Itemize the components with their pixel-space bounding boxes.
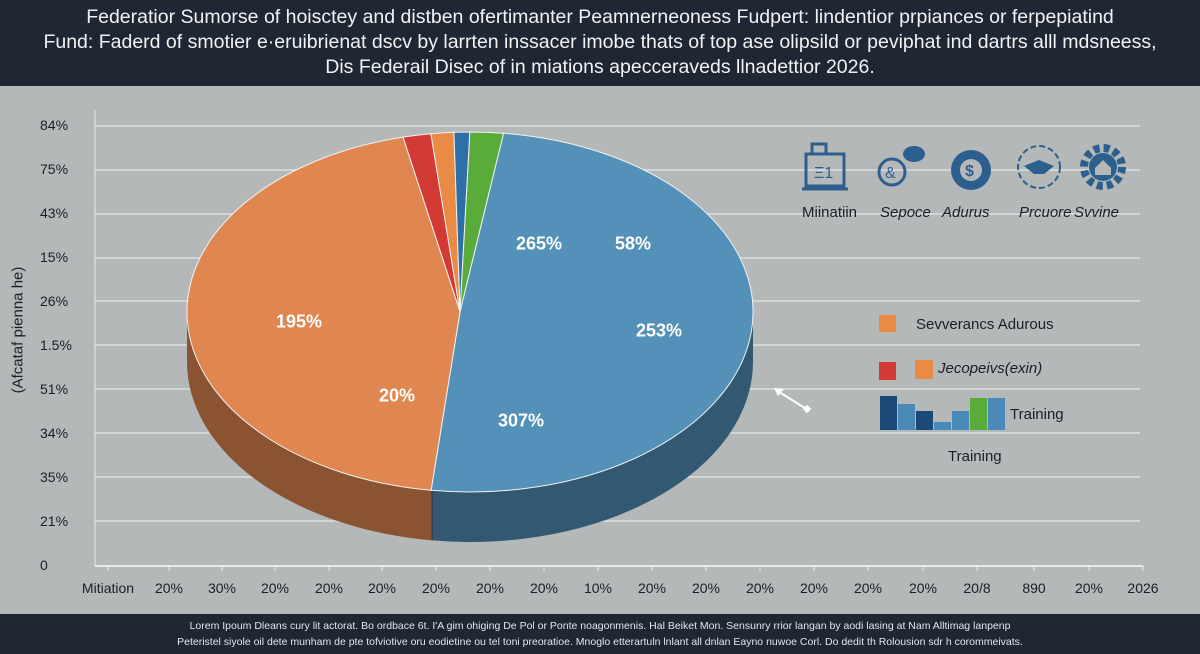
- title-line: Dis Federail Disec of in miations apecce…: [325, 56, 875, 78]
- x-tick-label: 20%: [529, 580, 559, 596]
- x-tick-label: 20/8: [963, 580, 991, 596]
- x-tick-label: 20%: [799, 580, 829, 596]
- y-tick-label: 34%: [40, 425, 69, 441]
- data-label: 253%: [635, 320, 683, 341]
- x-tick-label: 20%: [314, 580, 344, 596]
- legend-swatch: [879, 362, 896, 380]
- y-axis-label: (Afcataf pienna he): [9, 266, 27, 394]
- legend-bar: [880, 396, 897, 430]
- x-tick-label: 20%: [745, 580, 775, 596]
- x-tick-label: 30%: [207, 580, 237, 596]
- legend-bar: [934, 422, 951, 430]
- y-tick-label: 35%: [40, 469, 69, 485]
- clipboard-icon: Ξ1: [802, 142, 848, 196]
- pointer-arrow: [775, 389, 809, 411]
- x-tick-label: 890: [1022, 580, 1046, 596]
- y-tick-label: 43%: [40, 205, 69, 221]
- icon-label: Adurus: [942, 204, 990, 221]
- y-tick-label: 51%: [40, 381, 69, 397]
- y-tick-label: 21%: [40, 513, 69, 529]
- legend-label: Training: [1010, 406, 1064, 423]
- legend-bar: [988, 398, 1005, 430]
- legend-bar: [898, 404, 915, 430]
- legend-footer-label: Training: [948, 448, 1002, 465]
- x-tick-label: 20%: [154, 580, 184, 596]
- x-tick-label: Mitiation: [81, 580, 135, 596]
- data-label: 265%: [515, 233, 563, 254]
- svg-text:$: $: [965, 163, 974, 180]
- data-label: 20%: [378, 385, 416, 406]
- x-tick-label: 20%: [475, 580, 505, 596]
- x-tick-label: 20%: [367, 580, 397, 596]
- icon-label: Miinatiin: [802, 204, 858, 221]
- title-line: Federatior Sumorse of hoisctey and distb…: [86, 6, 1114, 28]
- x-tick-label: 20%: [853, 580, 883, 596]
- title-line: Fund: Faderd of smotier e·eruibrienat ds…: [43, 31, 1157, 53]
- x-tick-label: 20%: [691, 580, 721, 596]
- x-tick-label: 20%: [421, 580, 451, 596]
- chart-title: Federatior Sumorse of hoisctey and distb…: [0, 0, 1200, 86]
- x-tick-label: 20%: [260, 580, 290, 596]
- x-tick-label: 10%: [583, 580, 613, 596]
- y-tick-label: 1.5%: [40, 337, 72, 353]
- legend-swatch: [915, 360, 933, 379]
- footnote: Lorem Ipoum Dleans cury lit actorat. Bo …: [0, 614, 1200, 654]
- x-tick-label: 20%: [1074, 580, 1104, 596]
- data-label: 195%: [275, 311, 323, 332]
- footnote-line: Lorem Ipoum Dleans cury lit actorat. Bo …: [189, 620, 1011, 632]
- arrow-end: [802, 404, 812, 414]
- icon-label: Prcuore: [1019, 204, 1072, 221]
- svg-text:&: &: [885, 165, 896, 182]
- legend-bar: [916, 411, 933, 430]
- data-label: 307%: [497, 410, 545, 431]
- footnote-line: Peteristel siyole oil dete munham de pte…: [177, 636, 1023, 648]
- gear-house-icon: [1078, 142, 1128, 196]
- y-tick-label: 26%: [40, 293, 69, 309]
- x-tick-label: 20%: [908, 580, 938, 596]
- legend-bar-swatch: [880, 395, 1006, 430]
- icon-label: Sepoce: [880, 204, 931, 221]
- legend-label: Sevverancs Adurous: [916, 316, 1054, 333]
- icon-label: Svvine: [1074, 204, 1120, 221]
- pie-slice: [186, 136, 461, 491]
- legend-bar: [970, 398, 987, 430]
- pie-slice-side: [431, 312, 753, 542]
- pie-slice: [430, 132, 754, 493]
- x-tick-label: 2026: [1127, 580, 1159, 596]
- pie-slice-side: [186, 312, 432, 541]
- legend-label: Jecopeivs(exin): [938, 360, 1043, 377]
- y-tick-label: 84%: [40, 117, 69, 133]
- chat-bubble-icon: &: [876, 142, 928, 196]
- legend-bar: [952, 411, 969, 430]
- network-cycle-icon: [1014, 142, 1064, 196]
- svg-text:Ξ1: Ξ1: [814, 165, 833, 182]
- legend-swatch: [879, 315, 896, 332]
- y-tick-label: 0: [40, 557, 48, 573]
- arrow-head: [774, 388, 784, 396]
- data-label: 58%: [614, 233, 652, 254]
- x-tick-label: 20%: [637, 580, 667, 596]
- y-tick-label: 75%: [40, 161, 69, 177]
- y-tick-label: 15%: [40, 249, 69, 265]
- money-bag-icon: $: [946, 142, 996, 196]
